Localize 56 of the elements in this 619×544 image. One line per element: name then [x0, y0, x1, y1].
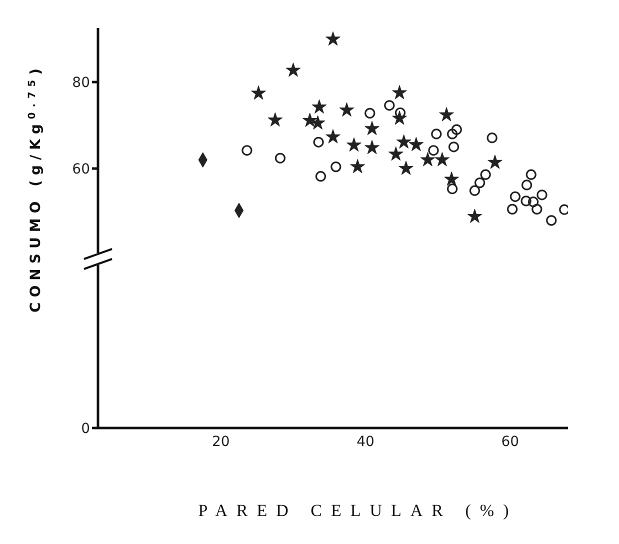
point	[312, 99, 327, 114]
point	[469, 185, 480, 196]
point	[315, 171, 326, 182]
point	[286, 62, 301, 77]
y-tick-label: 0	[81, 420, 90, 437]
point	[536, 190, 548, 200]
x-tick-label: 60	[501, 434, 520, 450]
y-tick-label: 80	[72, 75, 90, 92]
point	[510, 191, 521, 202]
point	[444, 172, 460, 186]
point	[350, 159, 366, 174]
x-tick-label: 20	[212, 434, 230, 450]
y-tick-label: 60	[72, 162, 90, 178]
point	[408, 136, 424, 152]
point	[451, 124, 462, 135]
point	[532, 204, 542, 214]
point	[274, 152, 286, 164]
point	[326, 31, 340, 46]
point	[434, 152, 450, 166]
x-tick-label: 40	[356, 434, 374, 450]
x-axis-title: PARED CELULAR (%)	[198, 501, 518, 520]
point	[488, 154, 502, 169]
point	[251, 85, 266, 100]
point	[392, 85, 407, 100]
point	[420, 152, 436, 166]
point	[388, 146, 404, 161]
point	[242, 145, 252, 156]
point	[480, 169, 491, 180]
point	[396, 134, 412, 149]
point	[467, 208, 482, 223]
point	[439, 107, 454, 122]
point	[431, 128, 442, 140]
point	[521, 180, 532, 190]
point	[507, 204, 518, 214]
point	[398, 160, 414, 175]
point	[364, 108, 376, 118]
point	[346, 137, 362, 152]
point	[428, 145, 439, 156]
point	[384, 100, 395, 111]
point	[520, 196, 532, 206]
point	[364, 140, 380, 154]
point	[326, 129, 340, 144]
point	[268, 112, 283, 126]
point	[339, 102, 354, 117]
point	[526, 169, 536, 180]
point	[474, 178, 486, 188]
point	[528, 196, 539, 208]
point	[448, 142, 460, 152]
point	[302, 112, 318, 127]
point	[364, 120, 380, 136]
point	[446, 128, 458, 140]
point	[546, 215, 557, 226]
point	[330, 162, 342, 172]
point	[313, 136, 324, 148]
point	[486, 132, 498, 144]
point	[446, 184, 458, 194]
